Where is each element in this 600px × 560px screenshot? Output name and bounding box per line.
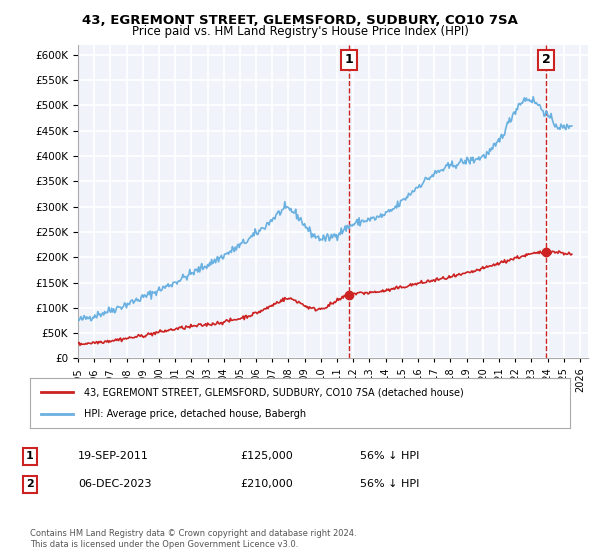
Text: £210,000: £210,000 (240, 479, 293, 489)
Text: 2: 2 (542, 53, 551, 67)
Text: 43, EGREMONT STREET, GLEMSFORD, SUDBURY, CO10 7SA (detached house): 43, EGREMONT STREET, GLEMSFORD, SUDBURY,… (84, 387, 464, 397)
Text: 1: 1 (344, 53, 353, 67)
Text: £125,000: £125,000 (240, 451, 293, 461)
Text: Contains HM Land Registry data © Crown copyright and database right 2024.
This d: Contains HM Land Registry data © Crown c… (30, 529, 356, 549)
Text: 1: 1 (26, 451, 34, 461)
Text: 43, EGREMONT STREET, GLEMSFORD, SUDBURY, CO10 7SA: 43, EGREMONT STREET, GLEMSFORD, SUDBURY,… (82, 14, 518, 27)
Text: 2: 2 (26, 479, 34, 489)
Text: Price paid vs. HM Land Registry's House Price Index (HPI): Price paid vs. HM Land Registry's House … (131, 25, 469, 38)
Text: 56% ↓ HPI: 56% ↓ HPI (360, 451, 419, 461)
Text: 19-SEP-2011: 19-SEP-2011 (78, 451, 149, 461)
Text: HPI: Average price, detached house, Babergh: HPI: Average price, detached house, Babe… (84, 409, 306, 419)
Text: 56% ↓ HPI: 56% ↓ HPI (360, 479, 419, 489)
Text: 06-DEC-2023: 06-DEC-2023 (78, 479, 151, 489)
